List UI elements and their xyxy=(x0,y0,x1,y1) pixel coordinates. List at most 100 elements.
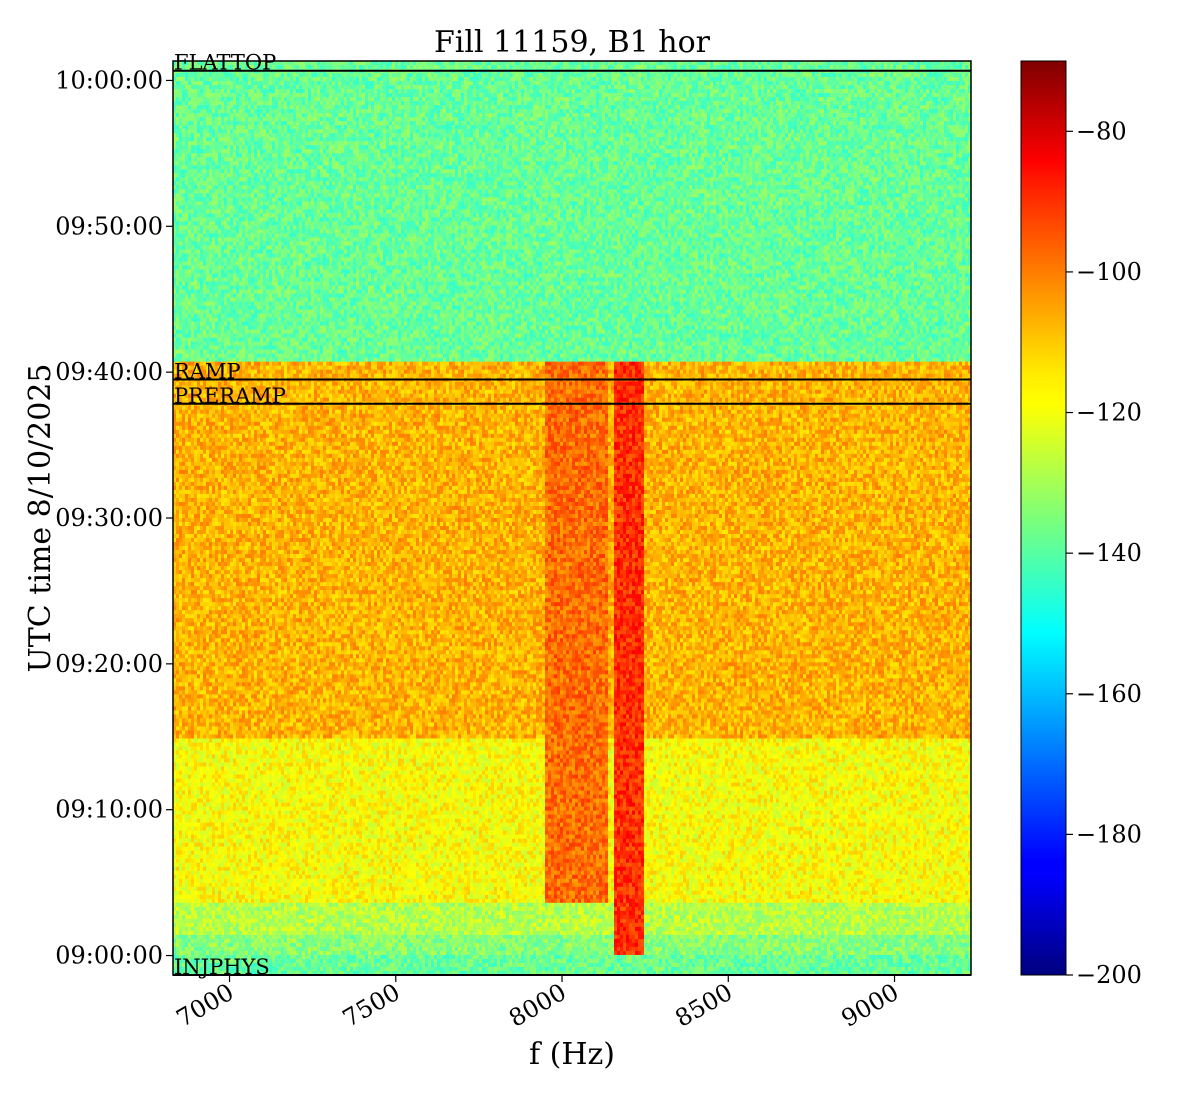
heatmap-cell xyxy=(305,81,308,85)
heatmap-cell xyxy=(503,65,506,69)
heatmap-cell xyxy=(581,93,584,97)
heatmap-cell xyxy=(350,85,353,89)
heatmap-cell xyxy=(962,85,965,89)
heatmap-cell xyxy=(254,85,257,89)
heatmap-cell xyxy=(515,89,518,93)
heatmap-cell xyxy=(206,77,209,81)
heatmap-cell xyxy=(776,73,779,77)
heatmap-cell xyxy=(890,85,893,89)
heatmap-cell xyxy=(287,85,290,89)
heatmap-cell xyxy=(917,73,920,77)
heatmap-cell xyxy=(683,89,686,93)
heatmap-cell xyxy=(596,89,599,93)
heatmap-cell xyxy=(761,73,764,77)
heatmap-cell xyxy=(611,93,614,97)
heatmap-cell xyxy=(743,65,746,69)
heatmap-cell xyxy=(344,89,347,93)
heatmap-cell xyxy=(728,81,731,85)
heatmap-cell xyxy=(653,89,656,93)
heatmap-cell xyxy=(941,85,944,89)
heatmap-cell xyxy=(575,85,578,89)
heatmap-cell xyxy=(932,65,935,69)
heatmap-cell xyxy=(608,73,611,77)
heatmap-cell xyxy=(797,73,800,77)
heatmap-cell xyxy=(305,85,308,89)
heatmap-cell xyxy=(344,81,347,85)
heatmap-cell xyxy=(641,85,644,89)
heatmap-cell xyxy=(359,85,362,89)
heatmap-cell xyxy=(536,93,539,97)
heatmap-cell xyxy=(416,85,419,89)
heatmap-cell xyxy=(266,77,269,81)
heatmap-cell xyxy=(935,81,938,85)
heatmap-cell xyxy=(872,85,875,89)
heatmap-cell xyxy=(677,77,680,81)
heatmap-cell xyxy=(680,77,683,81)
heatmap-cell xyxy=(542,89,545,93)
heatmap-cell xyxy=(191,81,194,85)
heatmap-cell xyxy=(824,81,827,85)
heatmap-cell xyxy=(944,73,947,77)
heatmap-cell xyxy=(794,77,797,81)
heatmap-cell xyxy=(725,93,728,97)
heatmap-cell xyxy=(476,89,479,93)
heatmap-cell xyxy=(899,65,902,69)
heatmap-cell xyxy=(587,89,590,93)
heatmap-cell xyxy=(530,73,533,77)
heatmap-cell xyxy=(761,65,764,69)
heatmap-cell xyxy=(962,77,965,81)
heatmap-cell xyxy=(671,81,674,85)
heatmap-cell xyxy=(206,89,209,93)
heatmap-cell xyxy=(452,81,455,85)
heatmap-cell xyxy=(407,77,410,81)
heatmap-cell xyxy=(266,85,269,89)
heatmap-cell xyxy=(596,65,599,69)
heatmap-cell xyxy=(695,73,698,77)
heatmap-cell xyxy=(785,89,788,93)
heatmap-cell xyxy=(572,93,575,97)
heatmap-cell xyxy=(692,73,695,77)
heatmap-cell xyxy=(962,89,965,93)
heatmap-cell xyxy=(947,85,950,89)
heatmap-cell xyxy=(860,73,863,77)
heatmap-cell xyxy=(710,81,713,85)
heatmap-cell xyxy=(749,81,752,85)
heatmap-cell xyxy=(338,81,341,85)
heatmap-cell xyxy=(254,81,257,85)
heatmap-cell xyxy=(221,89,224,93)
heatmap-cell xyxy=(362,85,365,89)
heatmap-cell xyxy=(455,77,458,81)
heatmap-cell xyxy=(515,77,518,81)
heatmap-cell xyxy=(281,85,284,89)
heatmap-cell xyxy=(413,77,416,81)
heatmap-cell xyxy=(773,73,776,77)
heatmap-cell xyxy=(272,81,275,85)
heatmap-cell xyxy=(554,85,557,89)
heatmap-cell xyxy=(536,85,539,89)
heatmap-cell xyxy=(176,85,179,89)
heatmap-cell xyxy=(965,73,968,77)
heatmap-cell xyxy=(200,81,203,85)
heatmap-cell xyxy=(335,65,338,69)
heatmap-cell xyxy=(833,89,836,93)
heatmap-cell xyxy=(764,85,767,89)
heatmap-cell xyxy=(605,73,608,77)
heatmap-cell xyxy=(674,77,677,81)
heatmap-cell xyxy=(608,89,611,93)
heatmap-cell xyxy=(515,65,518,69)
heatmap-cell xyxy=(641,81,644,85)
heatmap-cell xyxy=(770,85,773,89)
heatmap-cell xyxy=(680,65,683,69)
heatmap-cell xyxy=(965,89,968,93)
heatmap-cell xyxy=(851,77,854,81)
heatmap-cell xyxy=(617,81,620,85)
heatmap-cell xyxy=(896,73,899,77)
heatmap-cell xyxy=(203,85,206,89)
heatmap-cell xyxy=(419,81,422,85)
heatmap-cell xyxy=(362,89,365,93)
heatmap-cell xyxy=(758,85,761,89)
heatmap-cell xyxy=(347,73,350,77)
heatmap-cell xyxy=(716,81,719,85)
heatmap-cell xyxy=(527,81,530,85)
heatmap-cell xyxy=(386,89,389,93)
